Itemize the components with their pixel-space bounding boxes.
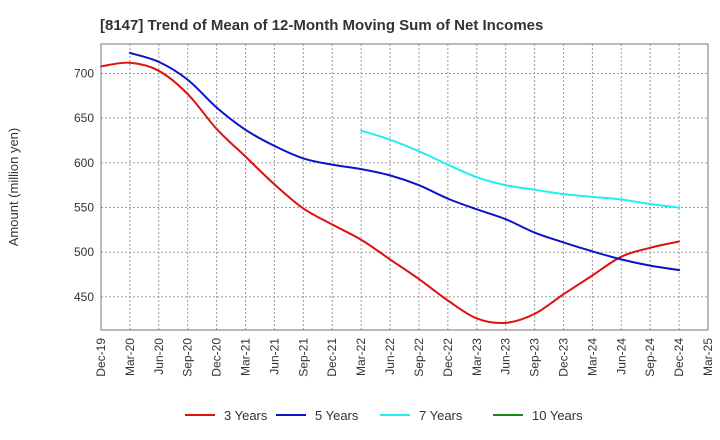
legend-item-7-years: 7 Years — [380, 408, 463, 423]
x-tick-label: Jun-24 — [614, 338, 628, 375]
y-tick-label: 450 — [74, 290, 94, 304]
series-line-3-years — [100, 61, 681, 325]
x-tick-label: Dec-23 — [556, 338, 570, 377]
x-tick-label: Mar-24 — [585, 338, 599, 376]
chart-title: [8147] Trend of Mean of 12-Month Moving … — [100, 17, 543, 34]
x-tick-label: Mar-21 — [239, 338, 253, 376]
grid-layer — [101, 44, 708, 330]
x-tick-label: Mar-25 — [701, 338, 715, 376]
y-tick-label: 550 — [74, 201, 94, 215]
x-tick-label: Dec-19 — [94, 338, 108, 377]
y-tick-label: 650 — [74, 111, 94, 125]
x-tick-label: Dec-21 — [325, 338, 339, 377]
legend-item-10-years: 10 Years — [493, 408, 583, 423]
y-tick-label: 700 — [74, 66, 94, 80]
x-tick-label: Jun-22 — [383, 338, 397, 375]
x-tick-labels: Dec-19 Mar-20 Jun-20 Sep-20 Dec-20 Mar-21 Jun-… — [94, 338, 715, 377]
legend-label-7-years: 7 Years — [419, 408, 463, 423]
series-layer — [100, 51, 681, 325]
legend-label-3-years: 3 Years — [224, 408, 268, 423]
legend-item-3-years: 3 Years — [185, 408, 268, 423]
y-axis-label: Amount (million yen) — [6, 128, 21, 247]
x-tick-label: Jun-23 — [499, 338, 513, 375]
y-tick-label: 600 — [74, 156, 94, 170]
x-tick-label: Sep-22 — [412, 338, 426, 377]
legend: 3 Years 5 Years 7 Years 10 Years — [185, 408, 583, 423]
x-tick-label: Dec-20 — [210, 338, 224, 377]
x-tick-label: Dec-24 — [672, 338, 686, 377]
x-tick-label: Dec-22 — [441, 338, 455, 377]
legend-item-5-years: 5 Years — [276, 408, 359, 423]
x-tick-label: Sep-23 — [528, 338, 542, 377]
x-tick-label: Mar-20 — [123, 338, 137, 376]
x-tick-label: Sep-21 — [296, 338, 310, 377]
legend-label-10-years: 10 Years — [532, 408, 583, 423]
plot-frame — [100, 43, 709, 331]
x-tick-label: Sep-24 — [643, 338, 657, 377]
x-tick-label: Mar-22 — [354, 338, 368, 376]
series-line-5-years — [128, 51, 681, 272]
series-line-7-years — [360, 129, 681, 209]
x-tick-label: Jun-21 — [267, 338, 281, 375]
x-tick-label: Jun-20 — [152, 338, 166, 375]
y-tick-label: 500 — [74, 245, 94, 259]
x-tick-label: Sep-20 — [181, 338, 195, 377]
legend-label-5-years: 5 Years — [315, 408, 359, 423]
y-tick-labels: 450 500 550 600 650 700 — [74, 66, 94, 303]
x-tick-label: Mar-23 — [470, 338, 484, 376]
